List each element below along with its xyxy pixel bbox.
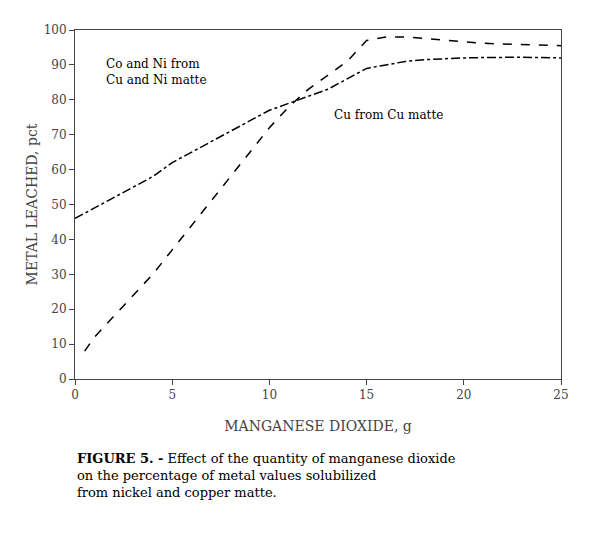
svg-text:20: 20 xyxy=(456,388,471,402)
svg-text:80: 80 xyxy=(51,93,66,107)
svg-text:METAL LEACHED, pct: METAL LEACHED, pct xyxy=(24,123,40,285)
svg-text:10: 10 xyxy=(51,337,66,351)
svg-text:50: 50 xyxy=(51,198,66,212)
svg-text:FIGURE 5. - Effect of the quan: FIGURE 5. - Effect of the quantity of ma… xyxy=(77,451,456,500)
svg-text:90: 90 xyxy=(51,58,66,72)
svg-text:25: 25 xyxy=(553,388,568,402)
svg-text:60: 60 xyxy=(51,163,66,177)
svg-text:0: 0 xyxy=(59,372,67,386)
svg-text:0: 0 xyxy=(71,388,79,402)
svg-text:10: 10 xyxy=(262,388,277,402)
svg-text:15: 15 xyxy=(359,388,374,402)
svg-text:20: 20 xyxy=(51,302,66,316)
svg-text:5: 5 xyxy=(168,388,176,402)
svg-text:40: 40 xyxy=(51,233,66,247)
svg-text:100: 100 xyxy=(44,23,67,37)
svg-text:MANGANESE DIOXIDE, g: MANGANESE DIOXIDE, g xyxy=(224,418,412,434)
svg-text:Co and Ni fromCu and Ni matte: Co and Ni fromCu and Ni matte xyxy=(106,57,207,87)
svg-text:Cu from Cu matte: Cu from Cu matte xyxy=(334,108,443,122)
svg-text:30: 30 xyxy=(51,268,66,282)
svg-text:70: 70 xyxy=(51,128,66,142)
